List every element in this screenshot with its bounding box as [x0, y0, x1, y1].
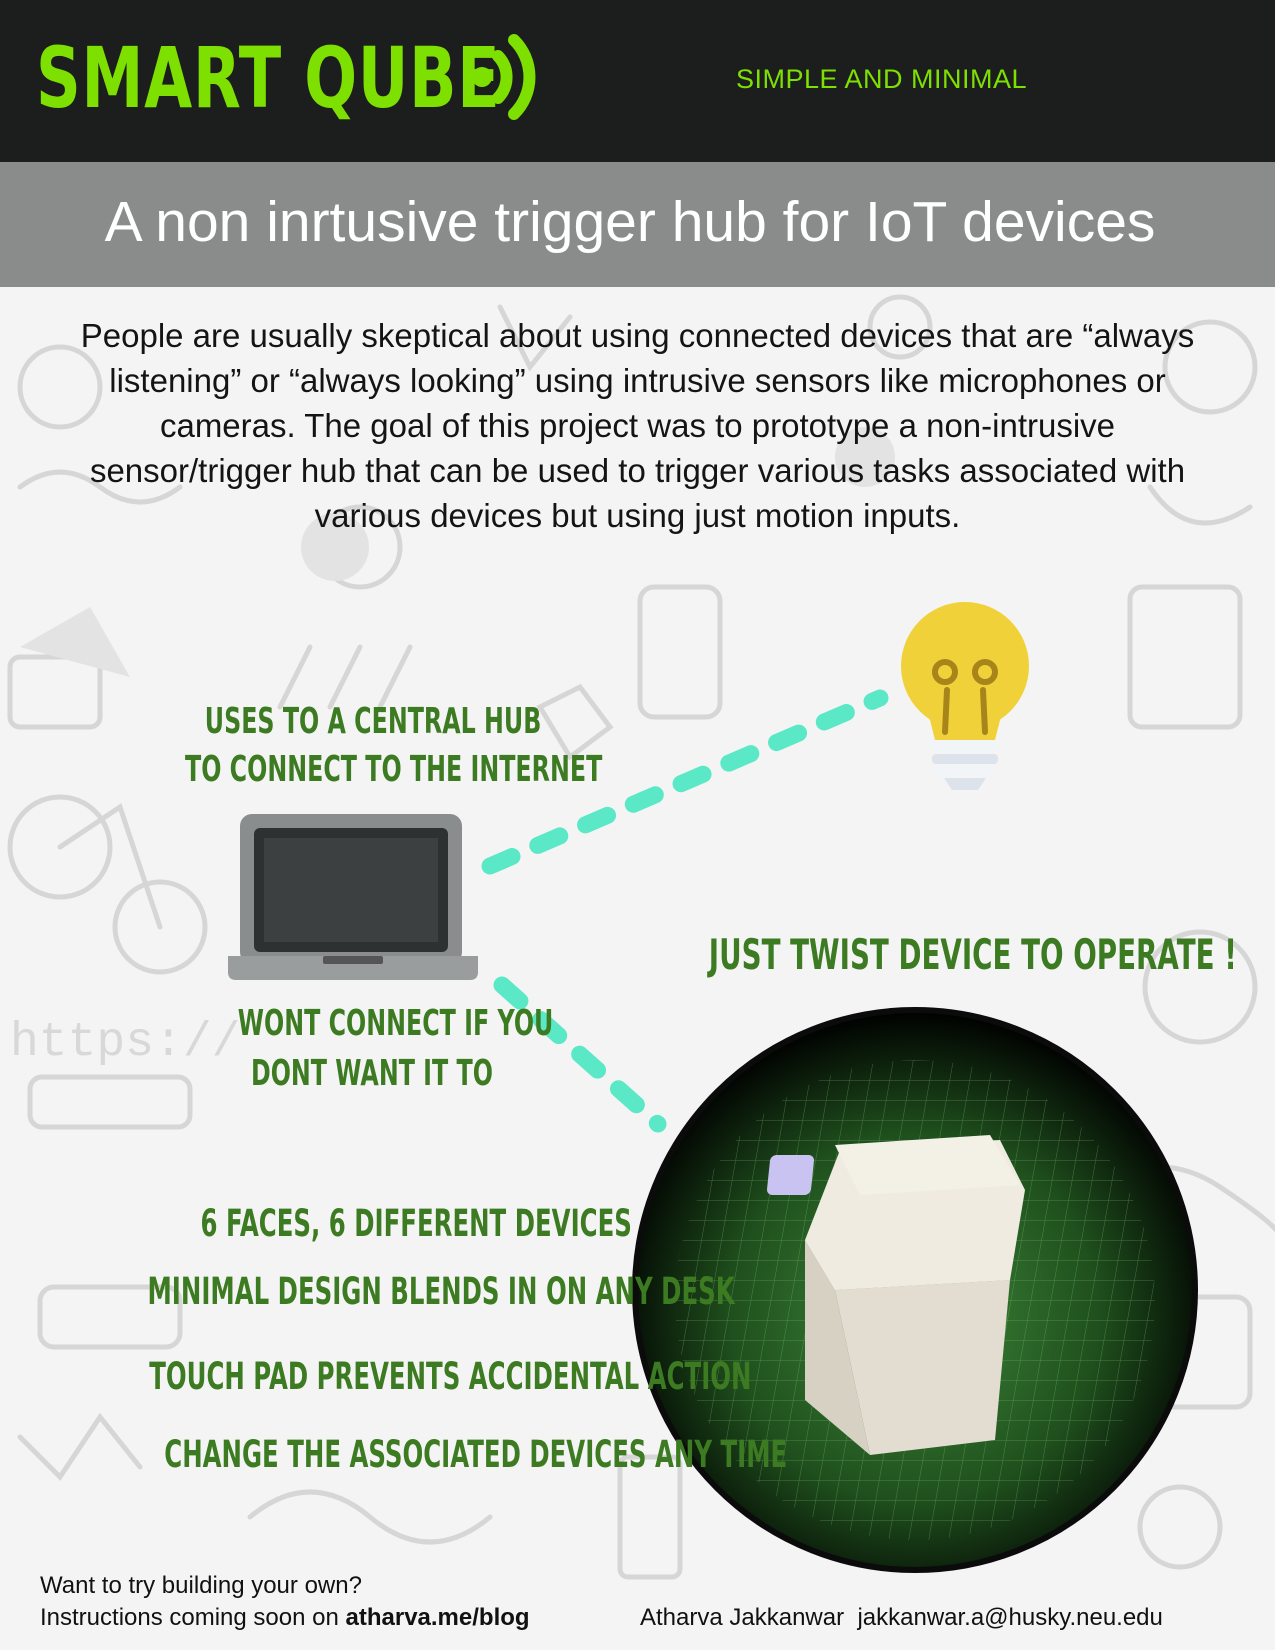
signal-icon	[472, 34, 536, 120]
lightbulb-icon	[901, 602, 1029, 790]
page-subtitle: A non inrtusive trigger hub for IoT devi…	[104, 190, 1156, 254]
connector-to-bulb	[481, 689, 889, 875]
feature-item: CHANGE THE ASSOCIATED DEVICES ANY TIME	[164, 1433, 788, 1476]
connector-to-cube	[493, 976, 667, 1133]
brand-title: SMART QUBE	[36, 29, 501, 127]
https-doodle-text: https://	[10, 1016, 240, 1070]
footer-line1: Want to try building your own?	[40, 1572, 362, 1599]
operate-label: JUST TWIST DEVICE TO OPERATE !	[708, 930, 1237, 979]
privacy-label-line1: WONT CONNECT IF YOU	[237, 1003, 554, 1044]
doodle-background: https://	[7, 294, 1275, 1580]
author-email[interactable]: jakkanwar.a@husky.neu.edu	[857, 1604, 1163, 1631]
subtitle-banner	[0, 162, 1275, 287]
hub-label-line1: USES TO A CENTRAL HUB	[204, 701, 542, 742]
cube-photo	[635, 1010, 1195, 1570]
header-bar: SMART QUBE SIMPLE AND MINIMAL	[0, 0, 1275, 162]
footer-build-info: Want to try building your own? Instructi…	[40, 1570, 530, 1634]
author-name: Atharva Jakkanwar	[640, 1604, 845, 1631]
footer-line2-prefix: Instructions coming soon on	[40, 1604, 346, 1631]
blog-link[interactable]: atharva.me/blog	[345, 1604, 530, 1631]
laptop-icon	[228, 814, 478, 980]
footer-contact: Atharva Jakkanwar jakkanwar.a@husky.neu.…	[640, 1602, 1163, 1634]
feature-item: MINIMAL DESIGN BLENDS IN ON ANY DESK	[147, 1270, 735, 1313]
feature-item: TOUCH PAD PREVENTS ACCIDENTAL ACTION	[149, 1355, 752, 1398]
feature-item: 6 FACES, 6 DIFFERENT DEVICES	[200, 1202, 632, 1245]
privacy-label-line2: DONT WANT IT TO	[251, 1053, 493, 1094]
tagline: SIMPLE AND MINIMAL	[736, 64, 1028, 94]
intro-paragraph: People are usually skeptical about using…	[80, 317, 1195, 534]
footer-line2: Instructions coming soon on atharva.me/b…	[40, 1602, 530, 1634]
hub-label-line2: TO CONNECT TO THE INTERNET	[185, 749, 603, 790]
